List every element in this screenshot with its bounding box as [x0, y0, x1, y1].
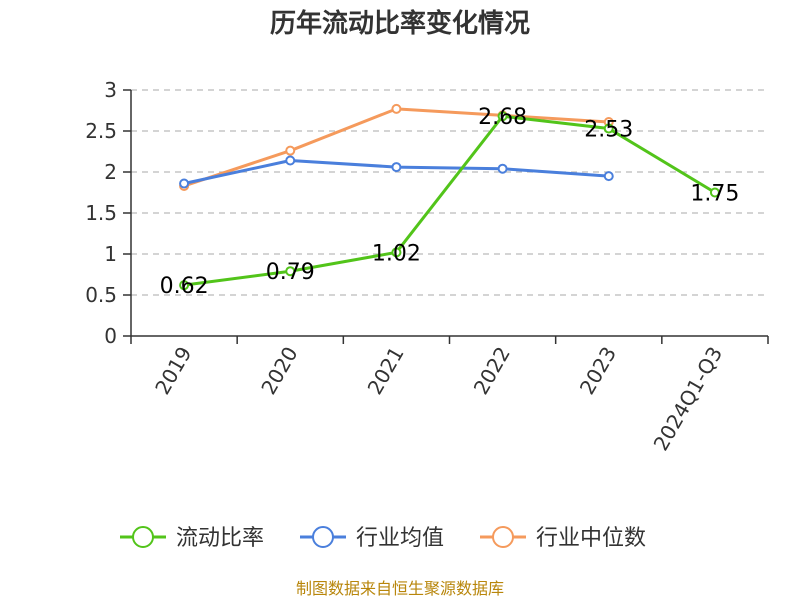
x-tick-label: 2020 [256, 343, 302, 399]
data-point[interactable] [709, 187, 720, 198]
data-point[interactable] [391, 247, 402, 258]
data-point[interactable] [497, 111, 508, 122]
data-label: 1.02 [372, 241, 421, 266]
legend-item[interactable]: 行业均值 [300, 526, 444, 551]
data-label: 0.79 [266, 260, 315, 285]
legend-item[interactable]: 流动比率 [120, 526, 264, 551]
legend-marker [132, 526, 154, 548]
legend-marker [492, 526, 514, 548]
data-point[interactable] [285, 155, 296, 166]
x-tick-label: 2024Q1-Q3 [649, 343, 728, 455]
x-tick-label: 2022 [469, 343, 515, 399]
data-point[interactable] [497, 163, 508, 174]
y-tick-label: 0 [104, 324, 117, 348]
x-tick-label: 2021 [363, 343, 409, 399]
data-label: 1.75 [690, 182, 739, 207]
y-tick-label: 2 [104, 160, 117, 184]
legend-marker [312, 526, 334, 548]
y-tick-label: 3 [104, 78, 117, 102]
data-label: 2.68 [478, 105, 527, 130]
legend-label: 行业均值 [356, 526, 444, 551]
chart-title: 历年流动比率变化情况 [270, 8, 530, 39]
data-point[interactable] [285, 145, 296, 156]
x-tick-label: 2019 [150, 343, 196, 399]
data-point[interactable] [285, 266, 296, 277]
data-point[interactable] [391, 103, 402, 114]
data-point[interactable] [391, 162, 402, 173]
data-label: 0.62 [160, 274, 209, 299]
data-point[interactable] [603, 123, 614, 134]
y-tick-label: 0.5 [85, 283, 117, 307]
data-point[interactable] [179, 178, 190, 189]
source-note: 制图数据来自恒生聚源数据库 [296, 579, 504, 598]
grid-lines [131, 89, 768, 296]
legend-item[interactable]: 行业中位数 [480, 526, 646, 551]
y-tick-label: 1.5 [85, 201, 117, 225]
y-tick-label: 1 [104, 242, 117, 266]
x-tick-label: 2023 [575, 343, 621, 399]
series-line [183, 114, 716, 287]
y-tick-label: 2.5 [85, 119, 117, 143]
legend-label: 行业中位数 [536, 526, 646, 551]
legend[interactable]: 流动比率 行业均值 行业中位数 [120, 526, 646, 551]
data-labels: 0.62 0.79 1.02 2.68 2.53 1.75 [160, 105, 740, 299]
data-point[interactable] [603, 171, 614, 182]
legend-label: 流动比率 [176, 526, 264, 551]
data-point[interactable] [179, 280, 190, 291]
series-lines [179, 103, 720, 291]
data-label: 2.53 [584, 118, 633, 143]
